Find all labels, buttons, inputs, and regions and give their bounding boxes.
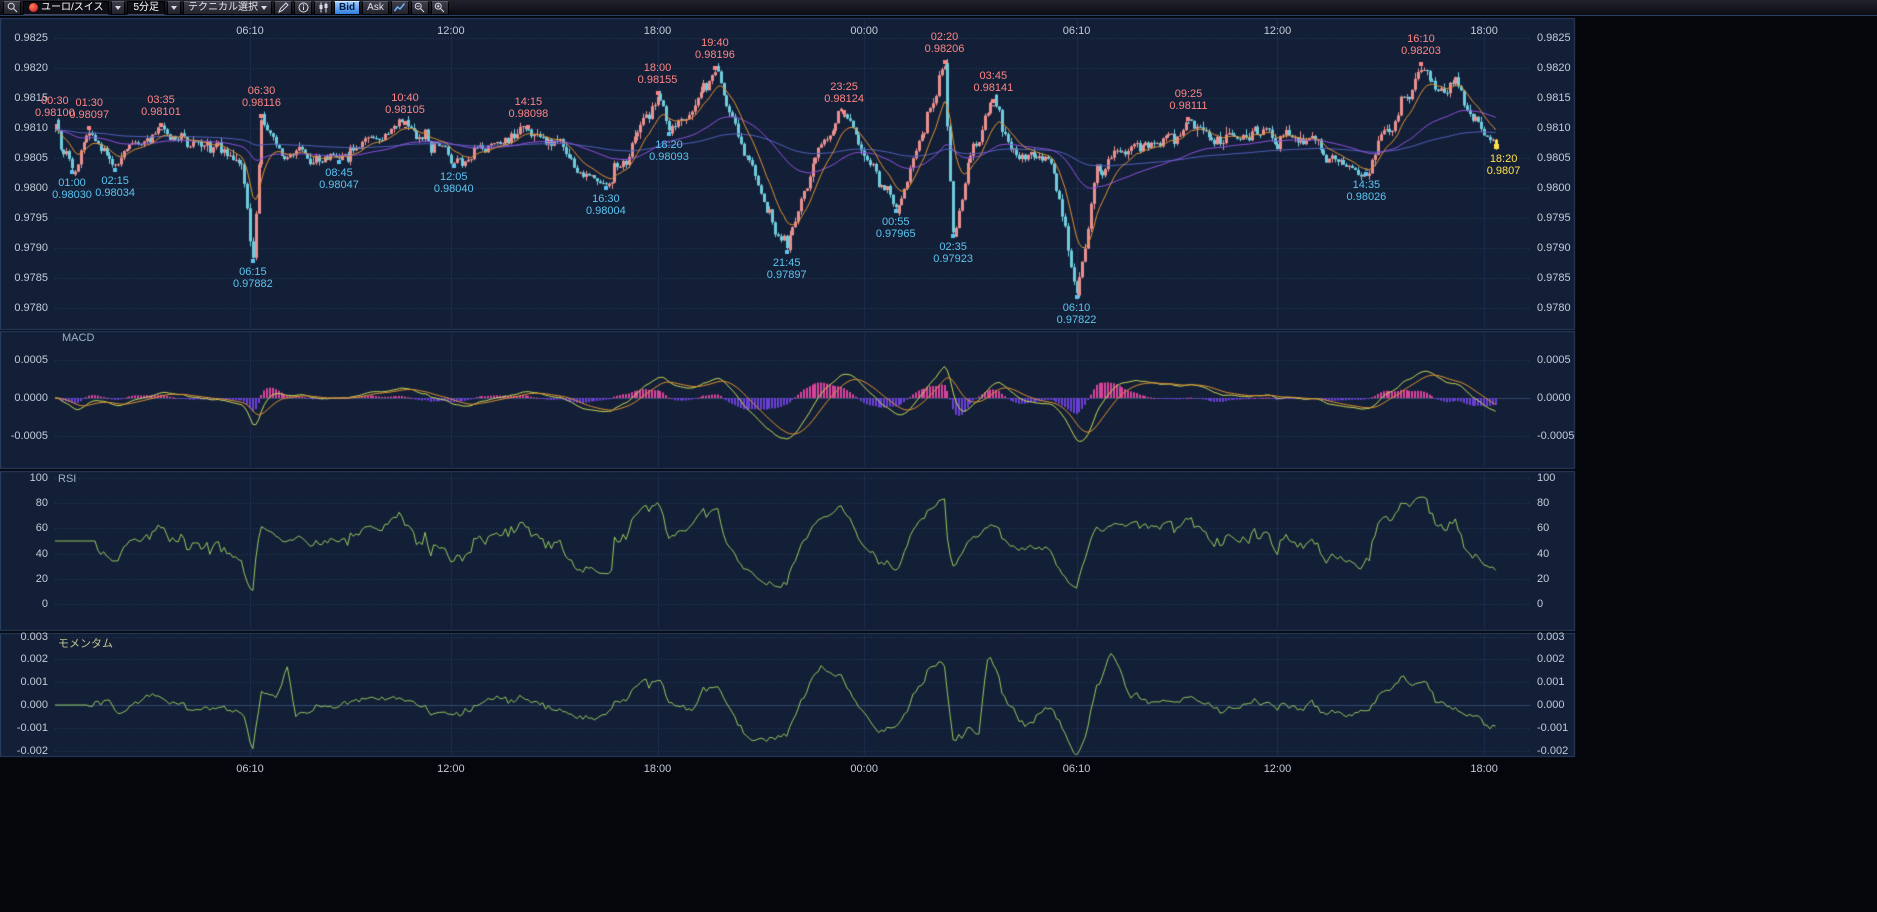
- chart-toolbar: ユーロ/スイス 5分足 テクニカル選択 Bid Ask: [0, 0, 1877, 16]
- chart-type-button[interactable]: [314, 0, 333, 15]
- currency-pair-dropdown-button[interactable]: [111, 0, 126, 15]
- currency-pair-label: ユーロ/スイス: [41, 1, 104, 13]
- info-button[interactable]: [294, 0, 313, 15]
- line-chart-icon: [394, 3, 406, 12]
- zoom-out-button[interactable]: [410, 0, 429, 15]
- technical-select-button[interactable]: テクニカル選択: [183, 0, 273, 15]
- zoom-in-icon: [435, 2, 445, 13]
- timeframe-dropdown-button[interactable]: [167, 0, 182, 15]
- zoom-out-icon: [415, 2, 425, 13]
- select-tool-button[interactable]: [3, 0, 21, 15]
- currency-pair-icon: [29, 3, 38, 12]
- technical-select-label: テクニカル選択: [188, 1, 259, 13]
- draw-tool-button[interactable]: [274, 0, 293, 15]
- zoom-in-button[interactable]: [430, 0, 449, 15]
- pencil-icon: [277, 2, 289, 13]
- candlestick-icon: [319, 2, 328, 13]
- line-chart-button[interactable]: [390, 0, 409, 15]
- chevron-down-icon: [171, 5, 178, 10]
- timeframe-select[interactable]: 5分足: [127, 0, 166, 15]
- ask-button[interactable]: Ask: [362, 0, 389, 15]
- magnifier-icon: [7, 2, 17, 13]
- chevron-down-icon: [115, 5, 122, 10]
- chevron-down-icon: [261, 5, 268, 10]
- bid-button[interactable]: Bid: [334, 0, 361, 15]
- currency-pair-select[interactable]: ユーロ/スイス: [23, 0, 110, 15]
- timeframe-label: 5分足: [133, 1, 160, 13]
- info-icon: [298, 2, 309, 13]
